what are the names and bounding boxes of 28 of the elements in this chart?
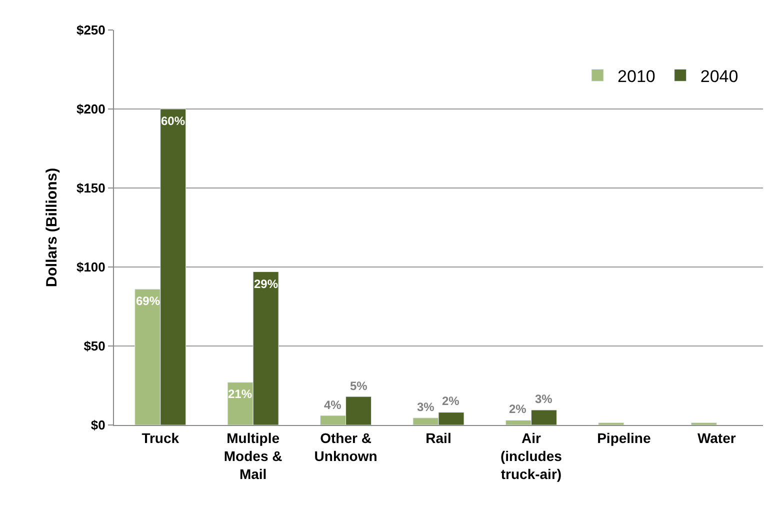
annotation: 29% — [254, 277, 278, 291]
annotation: 2% — [509, 402, 527, 416]
annotation: 3% — [535, 392, 553, 406]
y-tick-label: $0 — [90, 418, 106, 433]
y-tick-label: $150 — [76, 180, 106, 196]
annotation: 5% — [350, 379, 368, 393]
x-tick-label: Truck — [142, 430, 180, 446]
legend-label: 2040 — [700, 66, 738, 86]
legend-label: 2010 — [618, 66, 656, 86]
annotation: 69% — [136, 294, 160, 308]
y-axis-title: Dollars (Billions) — [44, 168, 61, 288]
y-tick-label: $50 — [84, 338, 106, 354]
x-tick-label: Multiple Modes & Mail — [224, 430, 282, 482]
annotation: 60% — [161, 114, 186, 128]
annotation: 3% — [417, 400, 435, 414]
annotation: 2% — [442, 394, 460, 408]
bar — [690, 422, 717, 425]
x-tick-label: Water — [697, 430, 736, 446]
y-tick-label: $200 — [76, 102, 106, 117]
annotation: 21% — [228, 387, 252, 401]
annotation: 4% — [324, 398, 342, 412]
x-tick-label: Rail — [426, 430, 452, 446]
bar — [598, 422, 624, 425]
y-tick-label: $250 — [76, 22, 106, 38]
x-tick-label: Pipeline — [597, 430, 651, 446]
y-tick-label: $100 — [76, 260, 106, 275]
x-tick-label: Other & Unknown — [314, 430, 378, 464]
x-tick-label: Air (includes truck-air) — [500, 430, 562, 482]
